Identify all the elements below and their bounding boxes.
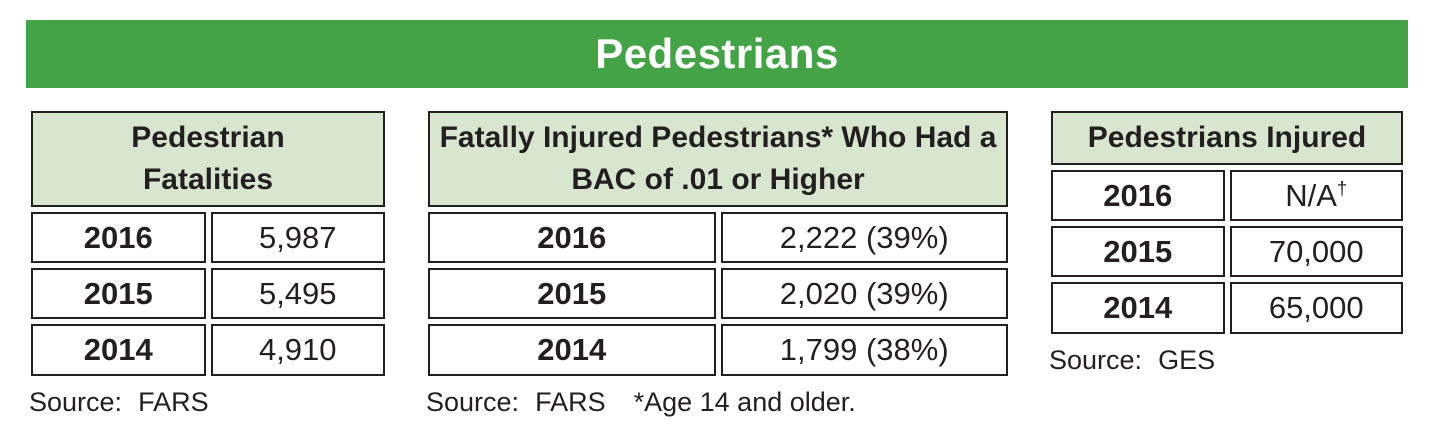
source-label: Source: — [1049, 344, 1143, 375]
source-value: FARS — [535, 386, 606, 417]
table-header: Pedestrian Fatalities — [31, 111, 385, 207]
pedestrians-injured-table: Pedestrians Injured 2016 N/A† 2015 70,00… — [1046, 106, 1408, 339]
table-row: 2014 1,799 (38%) — [428, 324, 1008, 376]
value-cell: 5,987 — [210, 212, 385, 264]
source-label: Source: — [426, 386, 520, 417]
value-cell: 1,799 (38%) — [720, 324, 1008, 376]
value-cell: N/A† — [1229, 170, 1403, 222]
fatally-injured-bac-block: Fatally Injured Pedestrians* Who Had a B… — [423, 106, 1013, 418]
source-value: GES — [1158, 344, 1216, 375]
year-cell: 2015 — [1051, 226, 1225, 278]
pedestrian-fatalities-block: Pedestrian Fatalities 2016 5,987 2015 5,… — [26, 106, 390, 418]
source-line: Source: GES — [1049, 345, 1408, 376]
pedestrian-fatalities-table: Pedestrian Fatalities 2016 5,987 2015 5,… — [26, 106, 390, 381]
value-cell: 5,495 — [210, 268, 385, 320]
section-title: Pedestrians — [595, 30, 839, 77]
table-header-row: Pedestrians Injured — [1051, 111, 1403, 165]
value-cell: 65,000 — [1229, 282, 1403, 334]
value-cell: 4,910 — [210, 324, 385, 376]
table-row: 2015 5,495 — [31, 268, 385, 320]
table-row: 2016 N/A† — [1051, 170, 1403, 222]
year-cell: 2015 — [31, 268, 206, 320]
table-header: Fatally Injured Pedestrians* Who Had a B… — [428, 111, 1008, 207]
table-header: Pedestrians Injured — [1051, 111, 1403, 165]
table-row: 2015 70,000 — [1051, 226, 1403, 278]
year-cell: 2014 — [1051, 282, 1225, 334]
year-cell: 2015 — [428, 268, 716, 320]
year-cell: 2016 — [428, 212, 716, 264]
table-header-row: Pedestrian Fatalities — [31, 111, 385, 207]
source-note: *Age 14 and older. — [633, 386, 856, 417]
table-row: 2016 5,987 — [31, 212, 385, 264]
value-cell: 70,000 — [1229, 226, 1403, 278]
table-row: 2015 2,020 (39%) — [428, 268, 1008, 320]
fatally-injured-bac-table: Fatally Injured Pedestrians* Who Had a B… — [423, 106, 1013, 381]
year-cell: 2014 — [31, 324, 206, 376]
table-row: 2016 2,222 (39%) — [428, 212, 1008, 264]
source-line: Source: FARS *Age 14 and older. — [426, 387, 1013, 418]
table-header-label: Pedestrian Fatalities — [131, 121, 285, 196]
table-header-label: Pedestrians Injured — [1087, 121, 1367, 154]
table-row: 2014 65,000 — [1051, 282, 1403, 334]
table-header-label: Fatally Injured Pedestrians* Who Had a B… — [439, 121, 997, 196]
year-cell: 2016 — [1051, 170, 1225, 222]
source-label: Source: — [29, 386, 123, 417]
year-cell: 2014 — [428, 324, 716, 376]
source-value: FARS — [138, 386, 209, 417]
value-cell: 2,222 (39%) — [720, 212, 1008, 264]
source-line: Source: FARS — [29, 387, 390, 418]
value-cell: 2,020 (39%) — [720, 268, 1008, 320]
table-row: 2014 4,910 — [31, 324, 385, 376]
table-header-row: Fatally Injured Pedestrians* Who Had a B… — [428, 111, 1008, 207]
value-text: N/A — [1285, 178, 1337, 213]
year-cell: 2016 — [31, 212, 206, 264]
dagger-symbol: † — [1336, 177, 1348, 199]
tables-row: Pedestrian Fatalities 2016 5,987 2015 5,… — [26, 106, 1408, 418]
section-banner: Pedestrians — [26, 20, 1408, 88]
pedestrians-injured-block: Pedestrians Injured 2016 N/A† 2015 70,00… — [1046, 106, 1408, 376]
